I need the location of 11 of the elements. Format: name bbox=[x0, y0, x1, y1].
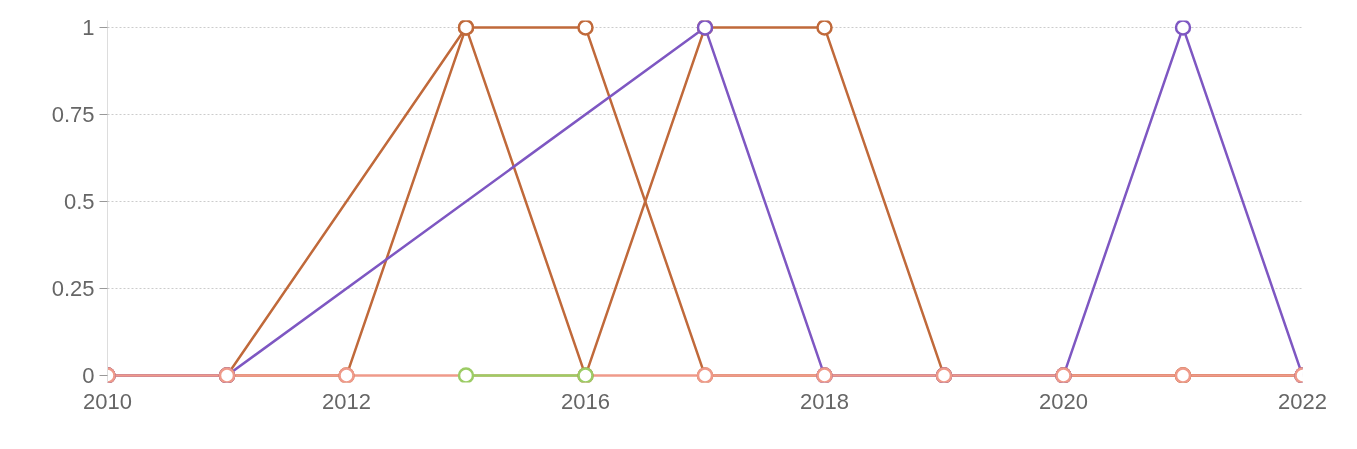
y-tick-label: 1 bbox=[82, 14, 95, 40]
x-tick-label: 2010 bbox=[83, 388, 132, 414]
y-tick-label: 0.5 bbox=[63, 189, 95, 214]
x-tick-label: 2018 bbox=[800, 388, 849, 414]
x-tick-label: 2020 bbox=[1039, 388, 1088, 414]
y-tick-label: 0.75 bbox=[51, 101, 95, 127]
y-tick-label: 0 bbox=[82, 363, 95, 389]
x-tick-label: 2012 bbox=[322, 388, 371, 414]
x-tick-label: 2016 bbox=[561, 388, 610, 414]
y-tick-label: 0.25 bbox=[51, 276, 95, 302]
x-tick-label: 2022 bbox=[1278, 388, 1327, 414]
